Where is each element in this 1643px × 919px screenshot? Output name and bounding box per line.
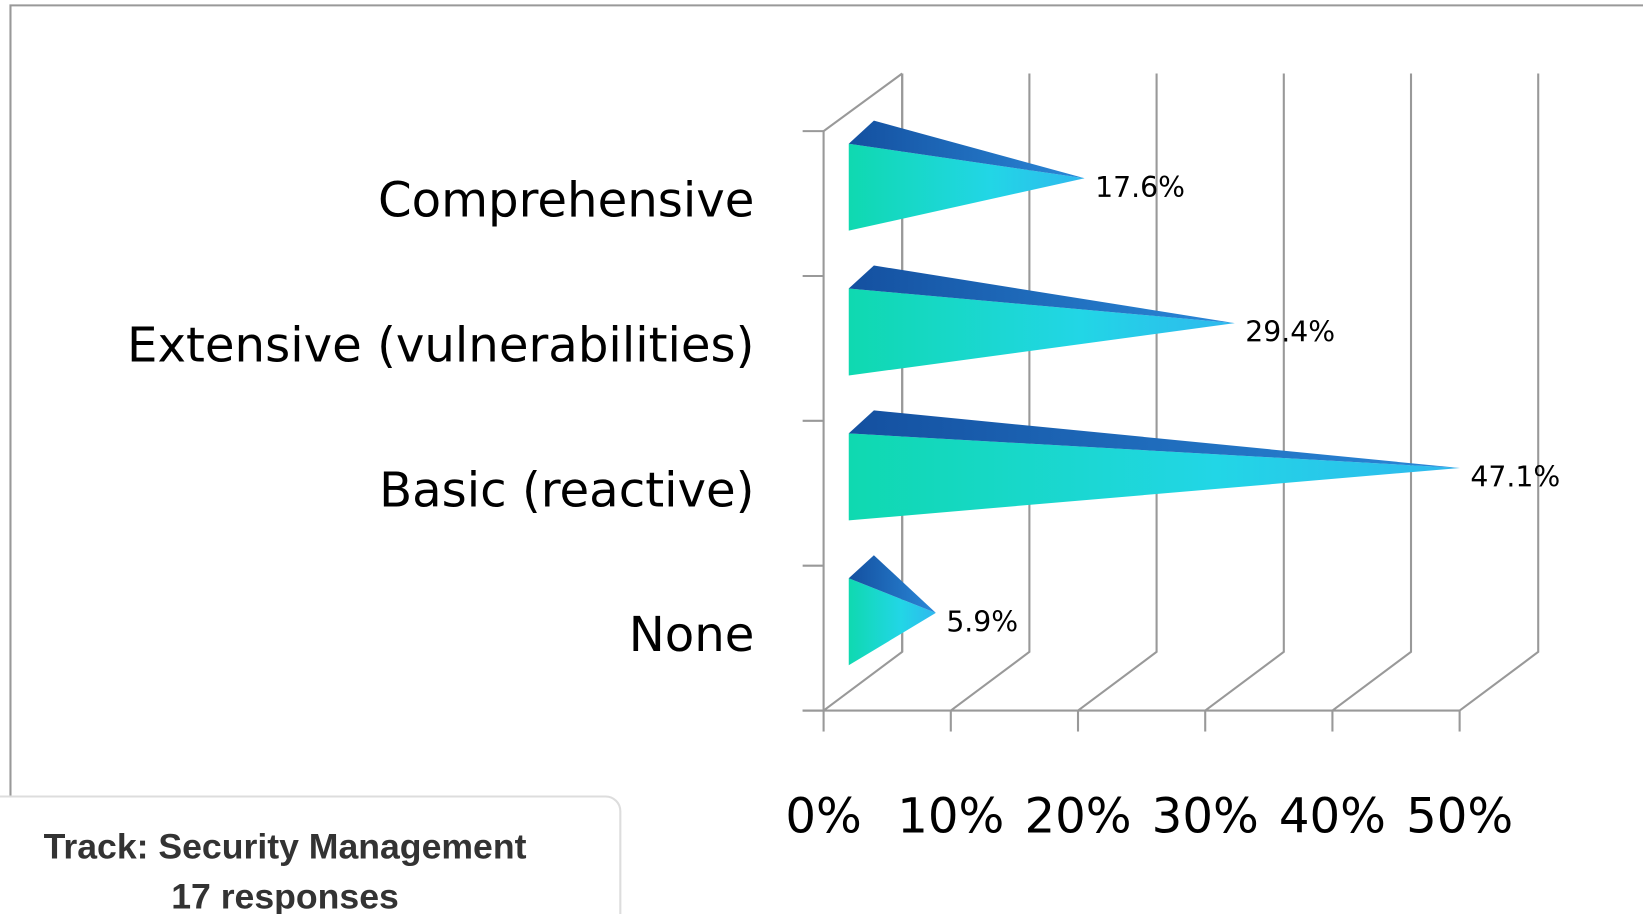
note-title: Track: Security Management — [44, 826, 527, 866]
value-label: 17.6% — [1095, 171, 1185, 204]
category-label: Comprehensive — [378, 173, 754, 229]
category-label: None — [629, 607, 755, 663]
cone — [848, 578, 936, 666]
x-tick-label: 50% — [1406, 789, 1513, 845]
cone-top — [848, 265, 1235, 324]
cone — [848, 433, 1460, 521]
note-responses: 17 responses — [171, 877, 399, 914]
cone-top — [848, 120, 1085, 179]
grid-line — [1077, 73, 1158, 712]
grid-line — [1459, 73, 1540, 712]
x-tick-label: 0% — [785, 789, 861, 845]
x-tick-label: 40% — [1279, 789, 1386, 845]
note-box — [0, 795, 622, 919]
value-label: 5.9% — [946, 605, 1018, 638]
x-tick-label: 10% — [897, 789, 1004, 845]
cone — [848, 143, 1085, 231]
category-label: Extensive (vulnerabilities) — [127, 317, 754, 373]
grid-line — [1331, 73, 1413, 712]
frame — [9, 4, 1643, 797]
value-label: 47.1% — [1470, 460, 1560, 493]
grid-line — [1204, 73, 1285, 712]
grid-line — [822, 73, 904, 712]
category-label: Basic (reactive) — [379, 462, 754, 518]
cone — [848, 288, 1235, 376]
grid-line — [950, 73, 1031, 712]
cone-top — [848, 410, 1460, 469]
value-label: 29.4% — [1245, 316, 1335, 349]
x-tick-label: 30% — [1152, 789, 1259, 845]
plot: 0% 10% 20% 30% 40% 50% Comprehensive 17.6% Exten… — [127, 72, 1560, 845]
x-tick-label: 20% — [1024, 789, 1131, 845]
cone-top — [848, 555, 936, 613]
